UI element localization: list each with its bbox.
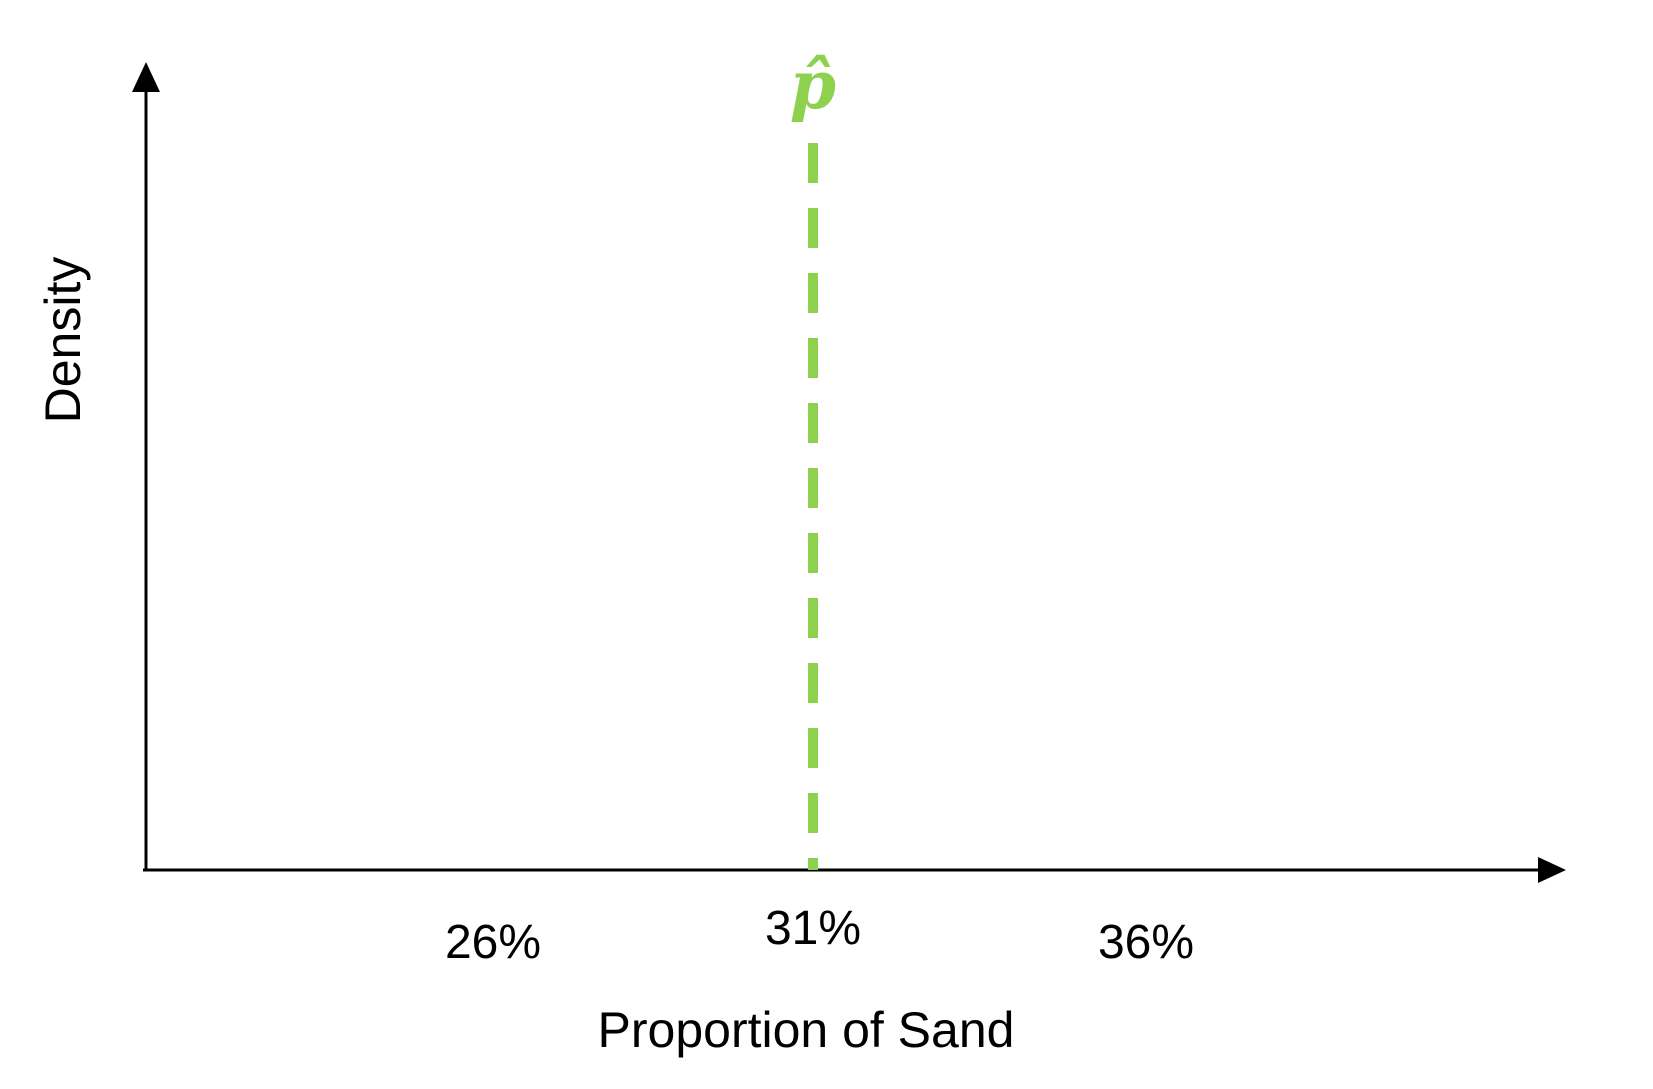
y-axis-arrowhead: [132, 62, 160, 92]
p-hat-label: p̂: [790, 46, 836, 124]
x-tick-label: 26%: [445, 916, 541, 969]
x-tick-label: 31%: [765, 902, 861, 955]
x-axis-arrowhead: [1538, 857, 1566, 883]
x-tick-label: 36%: [1098, 916, 1194, 969]
x-axis-title: Proportion of Sand: [598, 1002, 1015, 1058]
y-axis-title: Density: [35, 257, 91, 424]
